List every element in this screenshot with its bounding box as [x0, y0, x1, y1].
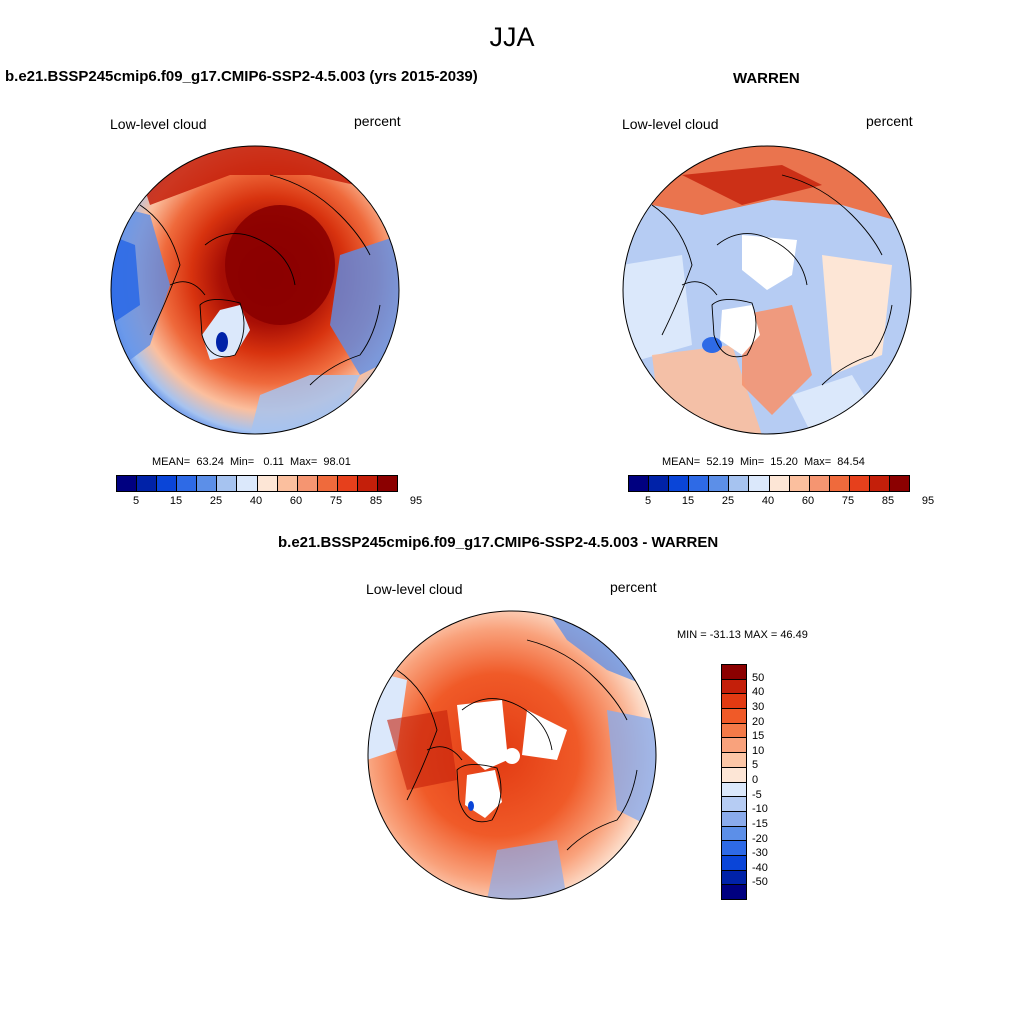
colorbar-tick-label: 95: [921, 495, 935, 507]
colorbar-swatch: [722, 709, 746, 724]
colorbar-swatch: [277, 476, 298, 491]
colorbar-swatch: [722, 855, 746, 871]
colorbar-tick-label: 25: [721, 495, 735, 507]
colorbar-swatch: [689, 476, 710, 491]
right-variable-label: Low-level cloud: [622, 116, 719, 132]
colorbar-swatch: [809, 476, 830, 491]
colorbar-tick-label: -50: [752, 876, 768, 889]
colorbar-swatch: [197, 476, 218, 491]
colorbar-tick-label: 25: [209, 495, 223, 507]
colorbar-swatch: [709, 476, 730, 491]
colorbar-tick-label: 5: [752, 759, 759, 772]
colorbar-swatch: [722, 826, 746, 842]
diff-minmax: MIN = -31.13 MAX = 46.49: [677, 629, 808, 641]
right-units-label: percent: [866, 113, 913, 129]
colorbar-tick-label: 20: [752, 715, 765, 728]
colorbar-swatch: [869, 476, 891, 491]
diff-map-missing-data: [457, 700, 507, 750]
colorbar-swatch: [177, 476, 198, 491]
colorbar-swatch: [890, 476, 910, 491]
colorbar-swatch: [769, 476, 790, 491]
colorbar-swatch: [722, 782, 746, 798]
season-title: JJA: [489, 22, 535, 52]
colorbar-swatch: [729, 476, 750, 491]
left-stats: MEAN= 63.24 Min= 0.11 Max= 98.01: [152, 456, 351, 468]
left-polar-map: [110, 145, 400, 435]
right-colorbar: [628, 475, 910, 492]
colorbar-swatch: [722, 679, 746, 695]
left-map-greenland: [202, 305, 250, 360]
colorbar-swatch: [789, 476, 810, 491]
colorbar-tick-label: 40: [249, 495, 263, 507]
colorbar-tick-label: 10: [752, 744, 765, 757]
colorbar-tick-label: 15: [169, 495, 183, 507]
colorbar-tick-label: -5: [752, 788, 762, 801]
colorbar-tick-label: 0: [752, 774, 759, 786]
left-colorbar: [116, 475, 398, 492]
diff-panel-title: b.e21.BSSP245cmip6.f09_g17.CMIP6-SSP2-4.…: [278, 534, 719, 551]
colorbar-tick-label: 75: [841, 495, 855, 507]
colorbar-tick-label: 85: [881, 495, 895, 507]
colorbar-swatch: [257, 476, 278, 491]
colorbar-swatch: [722, 811, 746, 827]
colorbar-swatch: [157, 476, 178, 491]
colorbar-tick-label: 15: [681, 495, 695, 507]
colorbar-swatch: [237, 476, 258, 491]
colorbar-tick-label: 95: [409, 495, 423, 507]
colorbar-tick-label: 85: [369, 495, 383, 507]
left-map-blue-region-east: [330, 235, 399, 375]
colorbar-swatch: [722, 753, 746, 768]
colorbar-tick-label: 40: [752, 686, 765, 699]
colorbar-swatch: [849, 476, 870, 491]
diff-colorbar: [721, 664, 747, 900]
left-units-label: percent: [354, 113, 401, 129]
diff-units-label: percent: [610, 579, 657, 595]
colorbar-swatch: [722, 797, 746, 812]
colorbar-tick-label: -10: [752, 803, 768, 816]
colorbar-swatch: [217, 476, 238, 491]
colorbar-tick-label: -40: [752, 861, 768, 874]
colorbar-swatch: [722, 841, 746, 856]
colorbar-swatch: [337, 476, 358, 491]
colorbar-swatch: [669, 476, 690, 491]
colorbar-swatch: [297, 476, 318, 491]
colorbar-swatch: [722, 738, 746, 754]
colorbar-swatch: [722, 885, 746, 899]
colorbar-swatch: [749, 476, 770, 491]
colorbar-tick-label: -30: [752, 847, 768, 860]
left-variable-label: Low-level cloud: [110, 116, 207, 132]
colorbar-swatch: [722, 694, 746, 710]
colorbar-tick-label: -20: [752, 832, 768, 845]
colorbar-swatch: [629, 476, 650, 491]
left-panel-title: b.e21.BSSP245cmip6.f09_g17.CMIP6-SSP2-4.…: [5, 68, 478, 85]
colorbar-tick-label: 60: [801, 495, 815, 507]
right-polar-map: [622, 145, 912, 435]
colorbar-swatch: [722, 870, 746, 886]
colorbar-swatch: [378, 476, 398, 491]
right-panel-title: WARREN: [733, 70, 800, 87]
colorbar-tick-label: 75: [329, 495, 343, 507]
colorbar-swatch: [137, 476, 158, 491]
colorbar-swatch: [722, 767, 746, 783]
left-map-arctic-high: [225, 205, 335, 325]
diff-variable-label: Low-level cloud: [366, 581, 463, 597]
diff-polar-map: [367, 610, 657, 900]
right-stats: MEAN= 52.19 Min= 15.20 Max= 84.54: [662, 456, 865, 468]
colorbar-swatch: [829, 476, 850, 491]
colorbar-swatch: [117, 476, 138, 491]
colorbar-tick-label: 30: [752, 700, 765, 713]
colorbar-tick-label: -15: [752, 817, 768, 830]
colorbar-swatch: [357, 476, 379, 491]
colorbar-tick-label: 50: [752, 671, 765, 684]
colorbar-swatch: [722, 723, 746, 739]
colorbar-tick-label: 5: [132, 495, 140, 507]
colorbar-tick-label: 5: [644, 495, 652, 507]
colorbar-tick-label: 60: [289, 495, 303, 507]
colorbar-tick-label: 40: [761, 495, 775, 507]
colorbar-swatch: [722, 665, 746, 680]
colorbar-swatch: [649, 476, 670, 491]
right-map-missing-data: [742, 235, 797, 290]
colorbar-swatch: [317, 476, 338, 491]
colorbar-tick-label: 15: [752, 730, 765, 743]
